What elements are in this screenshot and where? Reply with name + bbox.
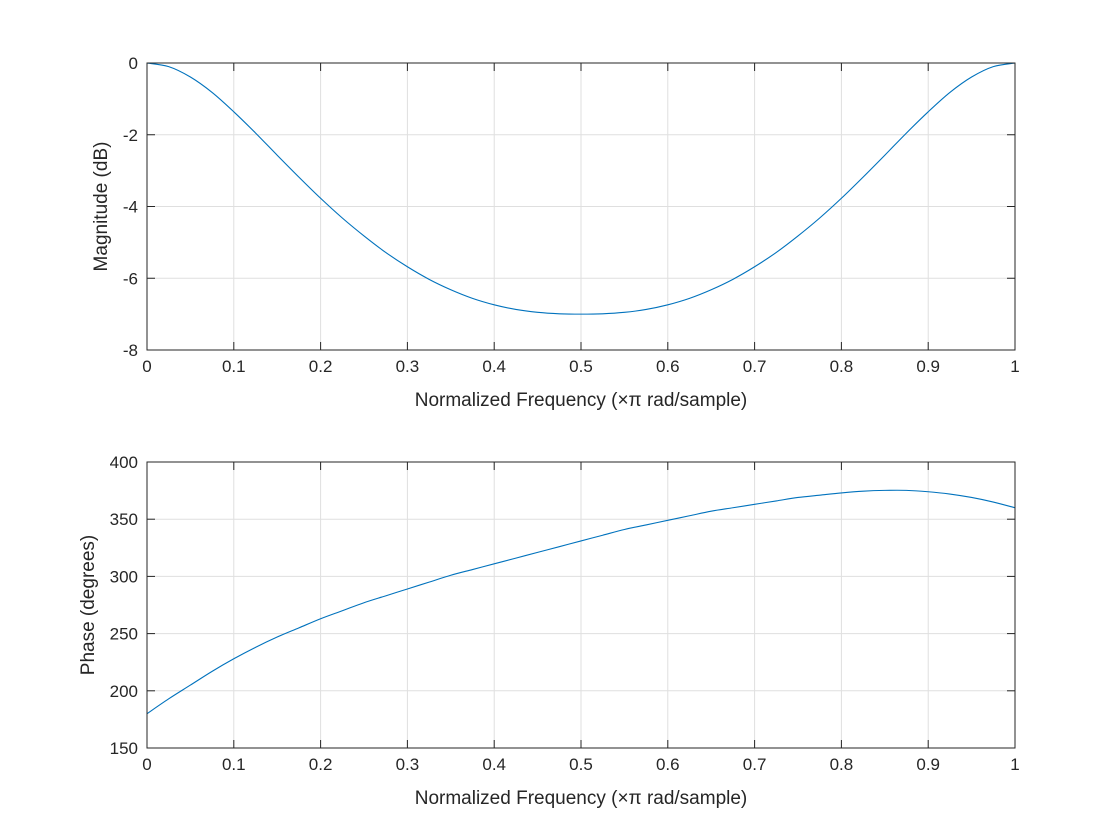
phase-x-tick-label: 0.2	[309, 755, 333, 774]
magnitude-y-axis-label: Magnitude (dB)	[91, 142, 112, 272]
phase-x-tick-label: 0.6	[656, 755, 680, 774]
magnitude-y-tick-label: -6	[123, 269, 138, 288]
phase-y-axis-label: Phase (degrees)	[78, 535, 99, 675]
magnitude-x-tick-label: 1	[1010, 357, 1019, 376]
magnitude-y-tick-label: 0	[129, 54, 138, 73]
phase-y-tick-label: 150	[110, 739, 138, 758]
phase-y-tick-label: 250	[110, 625, 138, 644]
phase-x-tick-label: 0.1	[222, 755, 246, 774]
magnitude-series	[146, 62, 1016, 315]
magnitude-x-tick-label: 0.1	[222, 357, 246, 376]
phase-x-tick-label: 0.7	[743, 755, 767, 774]
phase-x-tick-label: 0.9	[916, 755, 940, 774]
phase-y-tick-label: 200	[110, 682, 138, 701]
phase-ticks: 0 0.1 0.2 0.3 0.4 0.5 0.6 0.7 0.8 0.9 1 150 200 250 30…	[110, 453, 1020, 774]
phase-y-tick-label: 350	[110, 510, 138, 529]
magnitude-series-line	[146, 62, 1016, 315]
magnitude-x-tick-label: 0.6	[656, 357, 680, 376]
magnitude-x-tick-label: 0	[142, 357, 151, 376]
phase-x-tick-label: 1	[1010, 755, 1019, 774]
magnitude-x-tick-label: 0.3	[396, 357, 420, 376]
magnitude-x-tick-label: 0.8	[830, 357, 854, 376]
magnitude-x-tick-label: 0.2	[309, 357, 333, 376]
magnitude-y-tick-label: -8	[123, 341, 138, 360]
magnitude-x-tick-label: 0.9	[916, 357, 940, 376]
magnitude-x-tick-label: 0.5	[569, 357, 593, 376]
magnitude-x-tick-label: 0.7	[743, 357, 767, 376]
magnitude-x-axis-label: Normalized Frequency (×π rad/sample)	[415, 390, 748, 411]
magnitude-ticks: 0 0.1 0.2 0.3 0.4 0.5 0.6 0.7 0.8 0.9 1 -8 -6 -4 -2 0	[123, 54, 1020, 376]
phase-series-line	[146, 489, 1016, 715]
magnitude-axes: 0 0.1 0.2 0.3 0.4 0.5 0.6 0.7 0.8 0.9 1 -8 -6 -4 -2 0 N…	[91, 54, 1020, 411]
phase-axes: 0 0.1 0.2 0.3 0.4 0.5 0.6 0.7 0.8 0.9 1 150 200 250 30…	[78, 453, 1020, 809]
phase-series	[146, 489, 1016, 715]
phase-x-axis-label: Normalized Frequency (×π rad/sample)	[415, 788, 748, 809]
phase-x-tick-label: 0	[142, 755, 151, 774]
phase-x-tick-label: 0.5	[569, 755, 593, 774]
magnitude-x-tick-label: 0.4	[482, 357, 506, 376]
phase-x-tick-label: 0.3	[396, 755, 420, 774]
phase-grid	[146, 461, 1016, 749]
magnitude-y-tick-label: -4	[123, 198, 138, 217]
phase-x-tick-label: 0.4	[482, 755, 506, 774]
phase-y-tick-label: 400	[110, 453, 138, 472]
magnitude-y-tick-label: -2	[123, 126, 138, 145]
phase-y-tick-label: 300	[110, 567, 138, 586]
phase-x-tick-label: 0.8	[830, 755, 854, 774]
